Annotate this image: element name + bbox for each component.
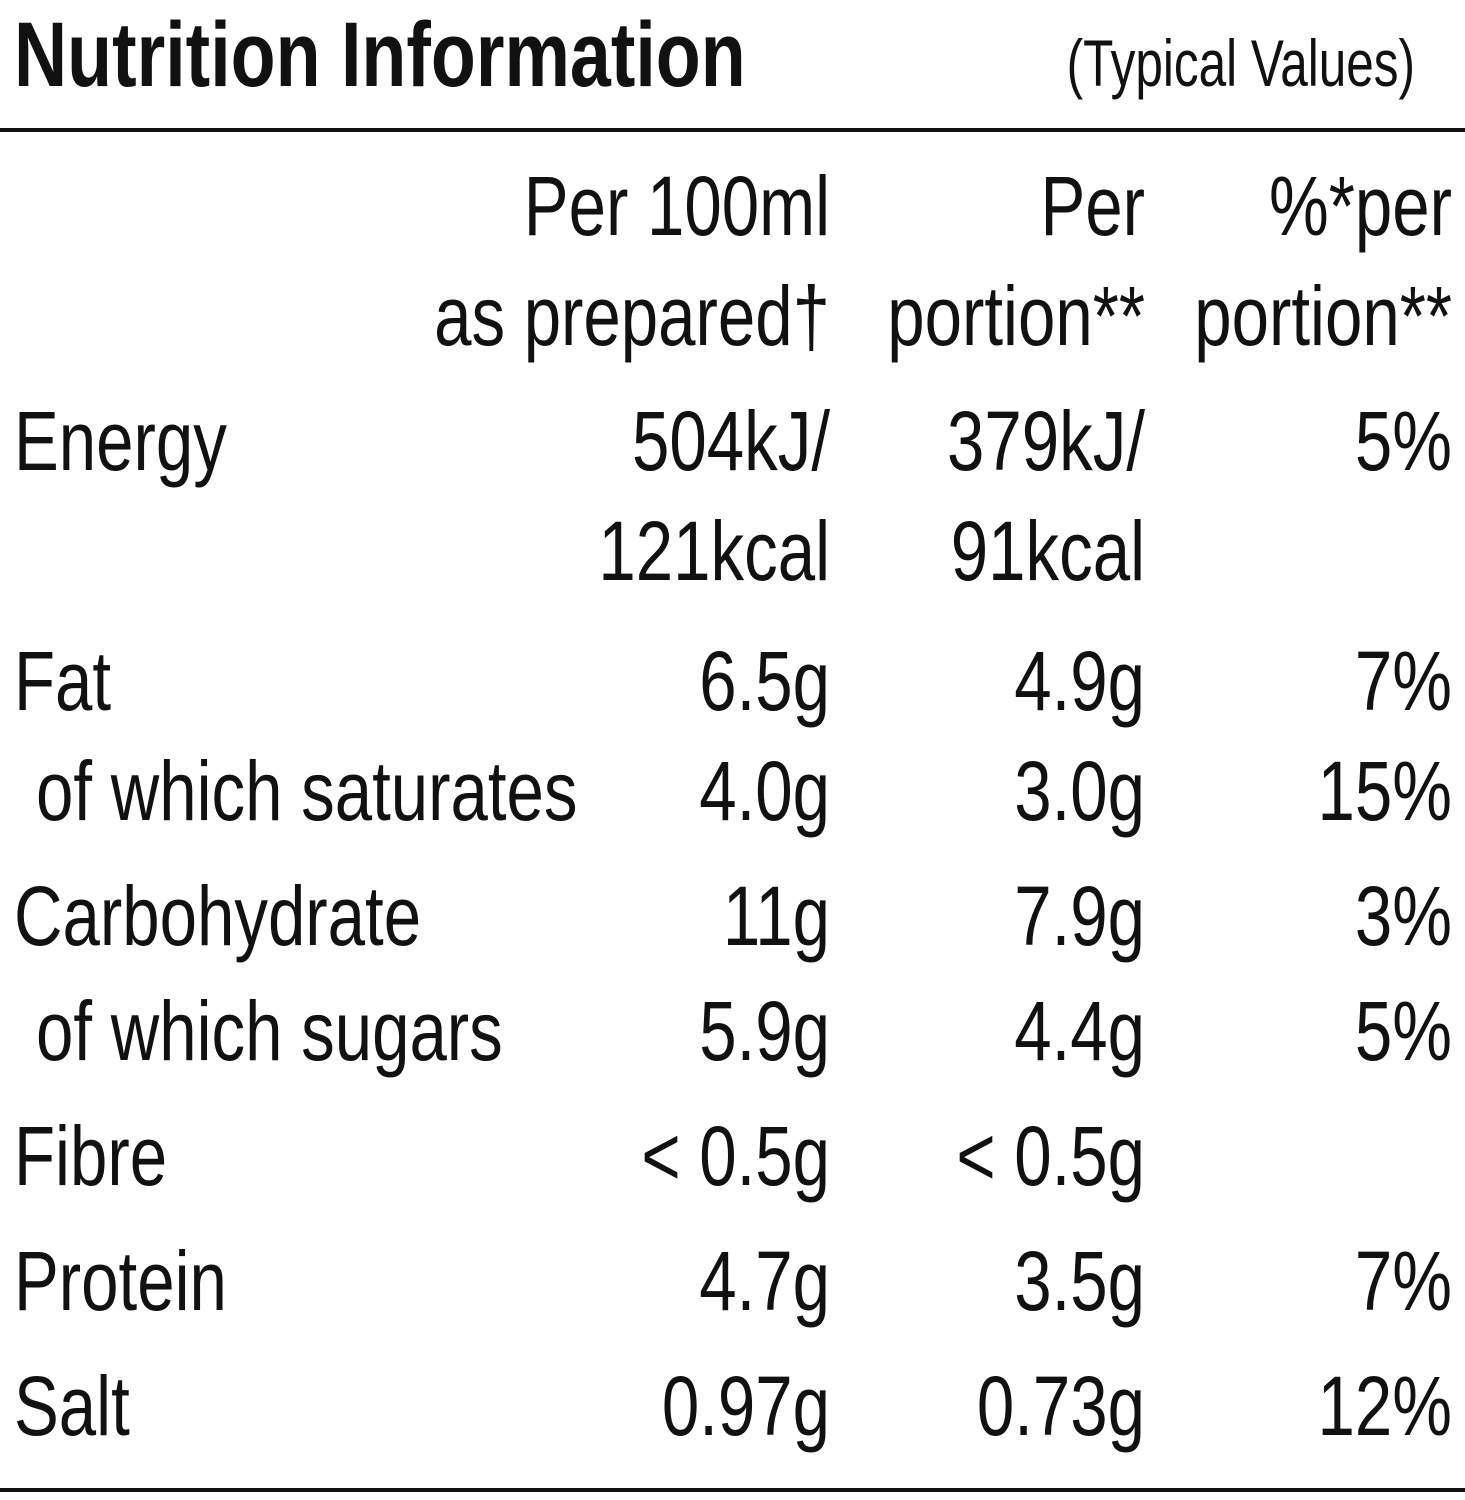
cell-value-group: 3.5g xyxy=(1014,1235,1145,1329)
row-label-group: of which sugars xyxy=(36,985,503,1079)
row-label: of which saturates xyxy=(36,745,577,839)
cell-value-group: 4.4g xyxy=(1014,985,1145,1079)
cell-value-group: 7% xyxy=(1355,1235,1452,1329)
cell-value: 3.5g xyxy=(1014,1235,1145,1329)
cell-value: 4.7g xyxy=(699,1235,830,1329)
cell-value: 0.97g xyxy=(662,1360,830,1454)
row-label-group: Protein xyxy=(14,1235,227,1329)
cell-value: 6.5g xyxy=(699,635,830,729)
row-label: Protein xyxy=(14,1235,227,1329)
column-header: Per xyxy=(1040,160,1145,254)
cell-value-group: 0.97g xyxy=(662,1360,830,1454)
cell-value-group: 11g xyxy=(723,870,830,964)
cell-value: 5% xyxy=(1355,985,1452,1079)
column-header-group: Per 100ml xyxy=(524,160,830,254)
cell-value-group: 4.9g xyxy=(1014,635,1145,729)
cell-value-group: 15% xyxy=(1318,745,1452,839)
column-header: portion** xyxy=(1194,270,1452,364)
column-header: Per 100ml xyxy=(524,160,830,254)
row-label-group: Energy xyxy=(14,395,227,489)
cell-value: 4.0g xyxy=(699,745,830,839)
cell-value-group: < 0.5g xyxy=(641,1110,830,1204)
cell-value-group: 4.0g xyxy=(699,745,830,839)
column-header: as prepared† xyxy=(434,270,830,364)
column-header: %*per xyxy=(1269,160,1452,254)
row-label-group: of which saturates xyxy=(36,745,577,839)
row-label: of which sugars xyxy=(36,985,503,1079)
column-header-group: portion** xyxy=(1194,270,1452,364)
cell-value: 12% xyxy=(1318,1360,1452,1454)
cell-value-group: < 0.5g xyxy=(956,1110,1145,1204)
cell-value-group: 91kcal xyxy=(951,505,1145,599)
subtitle-group: (Typical Values) xyxy=(1067,27,1415,101)
row-label-group: Fibre xyxy=(14,1110,167,1204)
cell-value-group: 5.9g xyxy=(699,985,830,1079)
cell-value-group: 3% xyxy=(1355,870,1452,964)
cell-value: 0.73g xyxy=(977,1360,1145,1454)
cell-value: 91kcal xyxy=(951,505,1145,599)
top-rule xyxy=(0,128,1465,132)
cell-value-group: 5% xyxy=(1355,985,1452,1079)
column-header-group: portion** xyxy=(887,270,1145,364)
cell-value-group: 12% xyxy=(1318,1360,1452,1454)
column-header-group: as prepared† xyxy=(434,270,830,364)
row-label: Energy xyxy=(14,395,227,489)
title: Nutrition Information xyxy=(14,3,746,106)
cell-value: 3% xyxy=(1355,870,1452,964)
cell-value-group: 121kcal xyxy=(598,505,830,599)
cell-value: 3.0g xyxy=(1014,745,1145,839)
title-group: Nutrition Information xyxy=(14,3,746,106)
cell-value-group: 379kJ/ xyxy=(947,395,1146,489)
row-label: Fibre xyxy=(14,1110,167,1204)
column-header-group: Per xyxy=(1040,160,1145,254)
cell-value-group: 3.0g xyxy=(1014,745,1145,839)
cell-value-group: 7% xyxy=(1355,635,1452,729)
cell-value: < 0.5g xyxy=(641,1110,830,1204)
cell-value: < 0.5g xyxy=(956,1110,1145,1204)
column-header-group: %*per xyxy=(1269,160,1452,254)
bottom-rule xyxy=(0,1488,1465,1492)
cell-value-group: 4.7g xyxy=(699,1235,830,1329)
cell-value: 121kcal xyxy=(598,505,830,599)
row-label-group: Carbohydrate xyxy=(14,870,421,964)
cell-value-group: 5% xyxy=(1355,395,1452,489)
cell-value-group: 504kJ/ xyxy=(632,395,831,489)
cell-value-group: 7.9g xyxy=(1014,870,1145,964)
cell-value: 379kJ/ xyxy=(947,395,1146,489)
cell-value: 7% xyxy=(1355,1235,1452,1329)
row-label: Salt xyxy=(14,1360,130,1454)
column-header: portion** xyxy=(887,270,1145,364)
cell-value: 7% xyxy=(1355,635,1452,729)
row-label-group: Salt xyxy=(14,1360,130,1454)
cell-value-group: 6.5g xyxy=(699,635,830,729)
cell-value: 11g xyxy=(723,870,830,964)
cell-value: 4.9g xyxy=(1014,635,1145,729)
subtitle: (Typical Values) xyxy=(1067,27,1415,101)
cell-value: 5% xyxy=(1355,395,1452,489)
row-label: Carbohydrate xyxy=(14,870,421,964)
cell-value: 7.9g xyxy=(1014,870,1145,964)
cell-value: 4.4g xyxy=(1014,985,1145,1079)
cell-value-group: 0.73g xyxy=(977,1360,1145,1454)
cell-value: 5.9g xyxy=(699,985,830,1079)
row-label: Fat xyxy=(14,635,111,729)
cell-value: 504kJ/ xyxy=(632,395,831,489)
cell-value: 15% xyxy=(1318,745,1452,839)
row-label-group: Fat xyxy=(14,635,111,729)
